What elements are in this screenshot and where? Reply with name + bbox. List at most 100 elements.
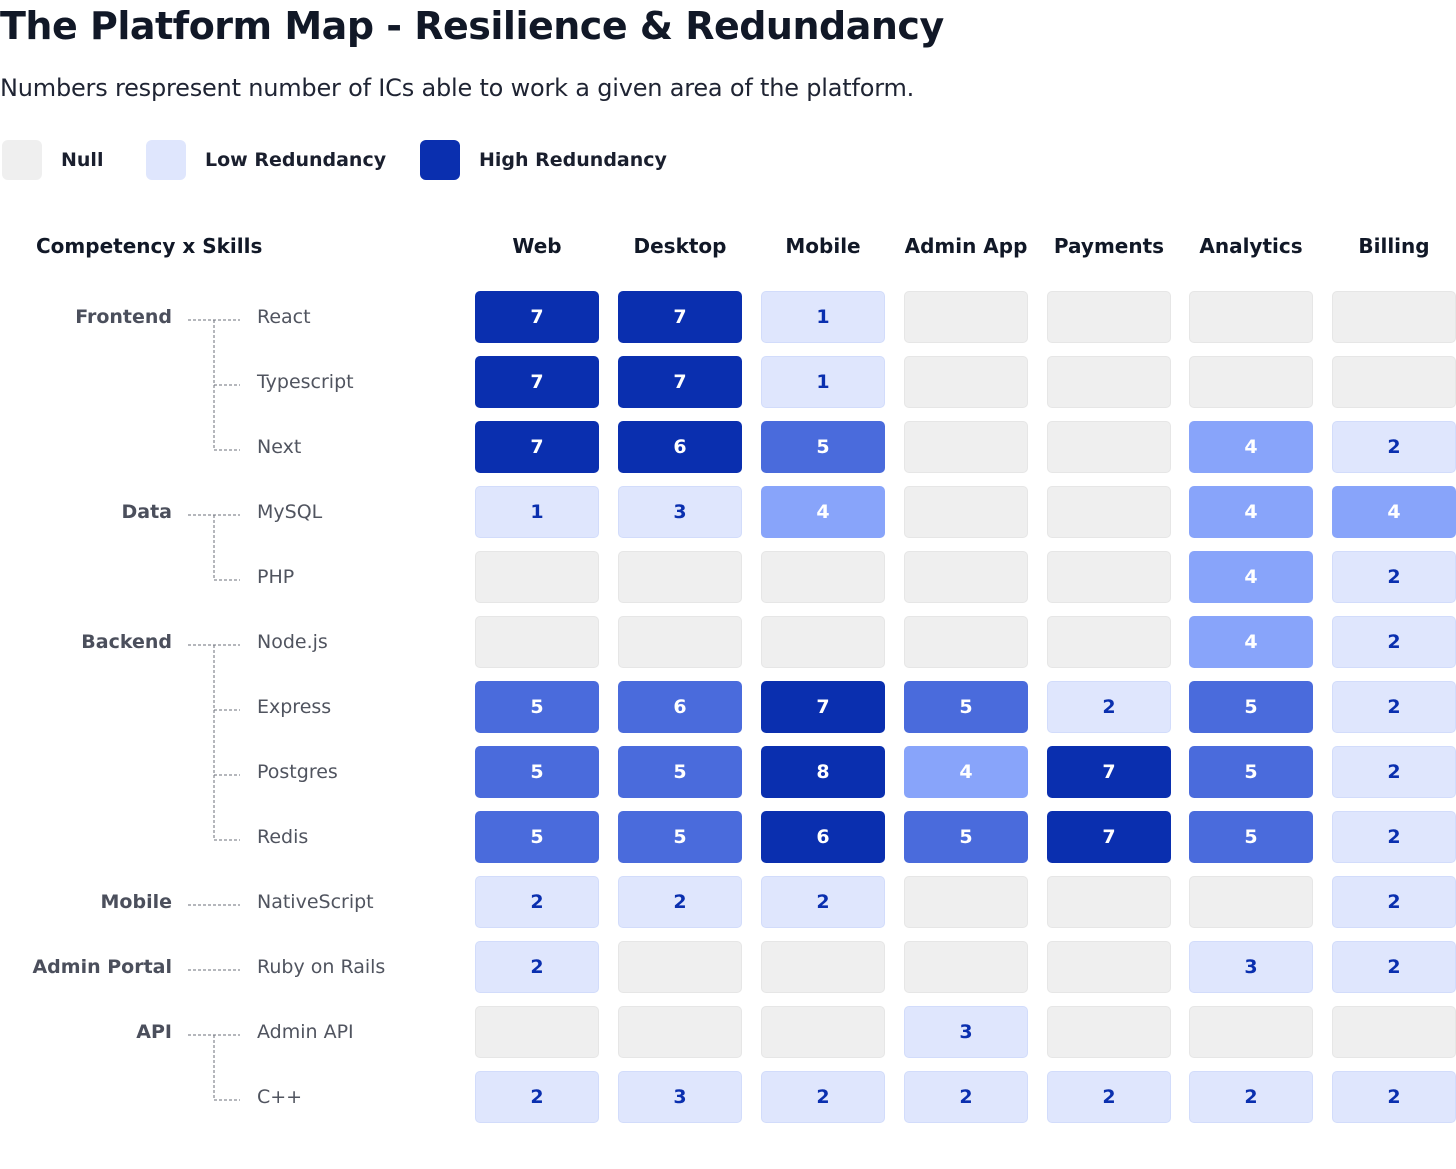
heatmap-cell-r4-c0 bbox=[475, 551, 599, 603]
group-label-data: Data bbox=[121, 501, 173, 523]
heatmap-cell-r2-c0: 7 bbox=[475, 421, 599, 473]
heatmap-cell-r12-c3: 2 bbox=[904, 1071, 1028, 1123]
skill-label-c: C++ bbox=[257, 1086, 303, 1108]
heatmap-cell-r12-c2: 2 bbox=[761, 1071, 885, 1123]
group-label-frontend: Frontend bbox=[75, 306, 172, 328]
heatmap-cell-r9-c5 bbox=[1189, 876, 1313, 928]
heatmap-cell-r2-c2: 5 bbox=[761, 421, 885, 473]
heatmap-cell-r2-c6: 2 bbox=[1332, 421, 1456, 473]
heatmap-cell-r5-c2 bbox=[761, 616, 885, 668]
heatmap-cell-r5-c3 bbox=[904, 616, 1028, 668]
heatmap-cell-r1-c0: 7 bbox=[475, 356, 599, 408]
skill-label-next: Next bbox=[257, 436, 302, 458]
group-label-admin-portal: Admin Portal bbox=[32, 956, 172, 978]
skill-label-react: React bbox=[257, 306, 311, 328]
heatmap-cell-r5-c0 bbox=[475, 616, 599, 668]
heatmap-cell-r7-c1: 5 bbox=[618, 746, 742, 798]
heatmap-cell-r8-c5: 5 bbox=[1189, 811, 1313, 863]
heatmap-cell-r7-c2: 8 bbox=[761, 746, 885, 798]
heatmap-cell-r3-c5: 4 bbox=[1189, 486, 1313, 538]
legend-swatch-high-redundancy bbox=[420, 140, 460, 180]
heatmap-cell-r3-c1: 3 bbox=[618, 486, 742, 538]
heatmap-cell-r11-c2 bbox=[761, 1006, 885, 1058]
heatmap-cell-r0-c2: 1 bbox=[761, 291, 885, 343]
heatmap-cell-r10-c0: 2 bbox=[475, 941, 599, 993]
skill-label-redis: Redis bbox=[257, 826, 309, 848]
heatmap-cell-r1-c4 bbox=[1047, 356, 1171, 408]
heatmap-cell-r6-c6: 2 bbox=[1332, 681, 1456, 733]
heatmap-cell-r0-c4 bbox=[1047, 291, 1171, 343]
heatmap-cell-r1-c3 bbox=[904, 356, 1028, 408]
heatmap-cell-r12-c5: 2 bbox=[1189, 1071, 1313, 1123]
skill-label-php: PHP bbox=[257, 566, 295, 588]
heatmap-cell-r7-c6: 2 bbox=[1332, 746, 1456, 798]
skill-label-express: Express bbox=[257, 696, 332, 718]
heatmap-cell-r10-c1 bbox=[618, 941, 742, 993]
heatmap-cell-r9-c2: 2 bbox=[761, 876, 885, 928]
heatmap-cell-r2-c3 bbox=[904, 421, 1028, 473]
heatmap-cell-r4-c3 bbox=[904, 551, 1028, 603]
heatmap-cell-r12-c0: 2 bbox=[475, 1071, 599, 1123]
heatmap-cell-r4-c2 bbox=[761, 551, 885, 603]
heatmap-cell-r1-c2: 1 bbox=[761, 356, 885, 408]
heatmap-cell-r9-c3 bbox=[904, 876, 1028, 928]
page-subtitle: Numbers respresent number of ICs able to… bbox=[0, 74, 915, 102]
heatmap-cell-r11-c0 bbox=[475, 1006, 599, 1058]
group-label-backend: Backend bbox=[81, 631, 172, 653]
column-header-mobile: Mobile bbox=[785, 234, 861, 258]
legend-swatch-null bbox=[2, 140, 42, 180]
heatmap-cell-r3-c3 bbox=[904, 486, 1028, 538]
heatmap-cell-r8-c2: 6 bbox=[761, 811, 885, 863]
heatmap-cell-r6-c0: 5 bbox=[475, 681, 599, 733]
heatmap-cell-r8-c6: 2 bbox=[1332, 811, 1456, 863]
heatmap-cell-r1-c6 bbox=[1332, 356, 1456, 408]
heatmap-cell-r10-c2 bbox=[761, 941, 885, 993]
heatmap-cell-r11-c4 bbox=[1047, 1006, 1171, 1058]
skill-label-typescript: Typescript bbox=[257, 371, 354, 393]
corner-label: Competency x Skills bbox=[36, 234, 263, 258]
heatmap-cell-r6-c4: 2 bbox=[1047, 681, 1171, 733]
heatmap-cell-r6-c2: 7 bbox=[761, 681, 885, 733]
heatmap-cell-r2-c5: 4 bbox=[1189, 421, 1313, 473]
skill-label-ruby-on-rails: Ruby on Rails bbox=[257, 956, 386, 978]
column-header-web: Web bbox=[512, 234, 562, 258]
legend-label-low-redundancy: Low Redundancy bbox=[205, 149, 387, 171]
heatmap-cell-r3-c0: 1 bbox=[475, 486, 599, 538]
legend-label-null: Null bbox=[61, 149, 104, 171]
column-header-analytics: Analytics bbox=[1199, 234, 1303, 258]
heatmap-cell-r8-c1: 5 bbox=[618, 811, 742, 863]
heatmap-cell-r0-c1: 7 bbox=[618, 291, 742, 343]
heatmap-cell-r12-c6: 2 bbox=[1332, 1071, 1456, 1123]
heatmap-cell-r8-c3: 5 bbox=[904, 811, 1028, 863]
heatmap-cell-r6-c3: 5 bbox=[904, 681, 1028, 733]
column-header-desktop: Desktop bbox=[633, 234, 727, 258]
heatmap-cell-r8-c4: 7 bbox=[1047, 811, 1171, 863]
skill-label-postgres: Postgres bbox=[257, 761, 338, 783]
heatmap-cell-r5-c1 bbox=[618, 616, 742, 668]
skill-label-nativescript: NativeScript bbox=[257, 891, 374, 913]
heatmap-cell-r7-c0: 5 bbox=[475, 746, 599, 798]
heatmap-cell-r0-c6 bbox=[1332, 291, 1456, 343]
skill-label-mysql: MySQL bbox=[257, 501, 323, 523]
skill-label-admin-api: Admin API bbox=[257, 1021, 354, 1043]
heatmap-cell-r3-c2: 4 bbox=[761, 486, 885, 538]
heatmap-cell-r5-c4 bbox=[1047, 616, 1171, 668]
heatmap-cell-r3-c4 bbox=[1047, 486, 1171, 538]
heatmap-cell-r5-c6: 2 bbox=[1332, 616, 1456, 668]
heatmap-cell-r11-c5 bbox=[1189, 1006, 1313, 1058]
heatmap-cell-r0-c5 bbox=[1189, 291, 1313, 343]
heatmap-cell-r6-c1: 6 bbox=[618, 681, 742, 733]
group-label-mobile: Mobile bbox=[100, 891, 172, 913]
heatmap-cell-r0-c0: 7 bbox=[475, 291, 599, 343]
heatmap-cell-r2-c4 bbox=[1047, 421, 1171, 473]
heatmap-cell-r7-c4: 7 bbox=[1047, 746, 1171, 798]
heatmap-cell-r4-c6: 2 bbox=[1332, 551, 1456, 603]
heatmap-cell-r11-c3: 3 bbox=[904, 1006, 1028, 1058]
heatmap-cell-r9-c4 bbox=[1047, 876, 1171, 928]
page-title: The Platform Map - Resilience & Redundan… bbox=[0, 4, 944, 48]
heatmap-cell-r6-c5: 5 bbox=[1189, 681, 1313, 733]
heatmap-cell-r4-c1 bbox=[618, 551, 742, 603]
heatmap-cell-r0-c3 bbox=[904, 291, 1028, 343]
heatmap-cell-r1-c1: 7 bbox=[618, 356, 742, 408]
heatmap-cell-r1-c5 bbox=[1189, 356, 1313, 408]
